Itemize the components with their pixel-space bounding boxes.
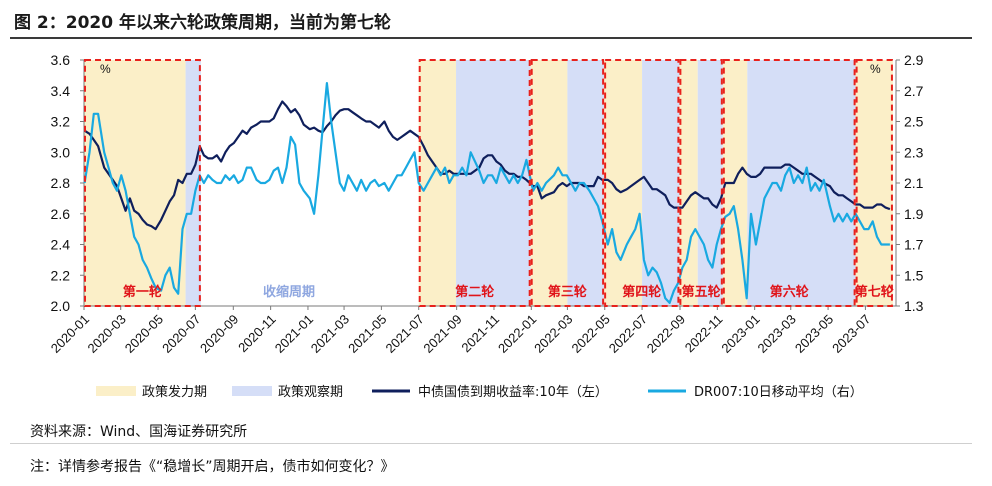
legend-swatch: [96, 386, 136, 396]
left-tick-label: 2.6: [51, 206, 71, 222]
x-tick-label: 2021-09: [420, 312, 464, 356]
x-tick-label: 2021-07: [382, 312, 426, 356]
x-tick-label: 2022-09: [644, 312, 688, 356]
round-box: [418, 59, 531, 307]
right-tick-label: 2.7: [904, 83, 924, 99]
policy-force-period: [84, 60, 186, 306]
policy-force-period: [679, 60, 698, 306]
legend: 政策发力期 政策观察期 中债国债到期收益率:10年（左） DR007:10日移动平均（…: [96, 384, 863, 400]
x-tick-label: 2020-07: [159, 312, 203, 356]
footer-divider: [10, 443, 972, 444]
left-tick-label: 2.0: [51, 298, 71, 314]
dr007-line: [83, 82, 890, 304]
x-tick-label: 2023-07: [829, 312, 873, 356]
round-box: [530, 59, 605, 307]
right-tick-label: 1.3: [904, 298, 924, 314]
right-unit-label: %: [870, 62, 881, 76]
round-box: [679, 59, 723, 307]
x-tick-label: 2020-01: [48, 312, 92, 356]
round-label: 第四轮: [622, 284, 661, 300]
legend-label: 政策发力期: [142, 384, 207, 400]
policy-force-period: [855, 60, 893, 306]
right-tick-label: 1.9: [904, 206, 924, 222]
left-tick-label: 3.2: [51, 114, 71, 130]
series-lines: [83, 82, 891, 304]
round-box: [604, 59, 680, 307]
note-text: 注：详情参考报告《“稳增长”周期开启，债市如何变化？》: [30, 459, 395, 475]
bond-yield-line: [84, 100, 891, 231]
legend-label: DR007:10日移动平均（右）: [694, 385, 863, 400]
left-tick-label: 2.4: [51, 237, 71, 253]
source-text: 资料来源：Wind、国海证券研究所: [30, 424, 248, 440]
shrink-period-label: 收缩周期: [263, 284, 315, 300]
x-tick-label: 2020-03: [84, 312, 128, 356]
round-label: 第六轮: [770, 284, 809, 300]
round-label: 第五轮: [682, 284, 721, 300]
right-tick-label: 2.5: [904, 114, 924, 130]
left-tick-label: 2.8: [51, 175, 71, 191]
legend-label: 中债国债到期收益率:10年（左）: [418, 384, 608, 400]
round-label: 第三轮: [548, 284, 587, 300]
x-tick-label: 2022-01: [495, 312, 539, 356]
x-tick-label: 2023-03: [755, 312, 799, 356]
left-tick-label: 3.6: [51, 52, 71, 68]
round-label: 第一轮: [123, 284, 162, 300]
right-tick-label: 2.1: [904, 175, 924, 191]
x-tick-label: 2022-11: [682, 312, 726, 356]
left-tick-label: 2.2: [51, 267, 71, 283]
right-tick-label: 2.9: [904, 52, 924, 68]
left-unit-label: %: [100, 62, 111, 76]
x-tick-label: 2020-09: [197, 312, 241, 356]
round-boxes: 第一轮 第二轮 第三轮 第四轮 第五轮 第六轮 第七轮: [84, 59, 894, 307]
right-tick-label: 1.5: [904, 267, 924, 283]
x-tick-label: 2022-03: [531, 312, 575, 356]
x-tick-label: 2020-11: [235, 312, 279, 356]
policy-observe-period: [185, 60, 201, 306]
left-tick-label: 3.4: [51, 83, 71, 99]
chart-title: 图 2：2020 年以来六轮政策周期，当前为第七轮: [14, 13, 391, 33]
x-tick-label: 2022-05: [569, 312, 613, 356]
legend-label: 政策观察期: [278, 384, 343, 400]
x-tick-label: 2021-05: [345, 312, 389, 356]
title-divider: [10, 37, 972, 39]
x-tick-label: 2022-07: [606, 312, 650, 356]
right-tick-label: 2.3: [904, 144, 924, 160]
x-tick-label: 2021-01: [272, 312, 316, 356]
right-tick-label: 1.7: [904, 237, 924, 253]
x-tick-label: 2020-05: [122, 312, 166, 356]
policy-observe-period: [456, 60, 531, 306]
policy-observe-period: [697, 60, 723, 306]
legend-swatch: [232, 386, 272, 396]
left-tick-label: 3.0: [51, 144, 71, 160]
x-tick-label: 2021-03: [308, 312, 352, 356]
round-box: [722, 59, 856, 307]
round-label: 第二轮: [455, 284, 494, 300]
x-tick-label: 2023-05: [792, 312, 836, 356]
policy-cycle-chart: 第一轮 第二轮 第三轮 第四轮 第五轮 第六轮 第七轮 2.0 2.2 2.4 2.6 2.8 3.0…: [48, 52, 924, 400]
x-tick-label: 2021-11: [458, 312, 502, 356]
x-tick-label: 2023-01: [718, 312, 762, 356]
round-label: 第七轮: [855, 284, 894, 300]
